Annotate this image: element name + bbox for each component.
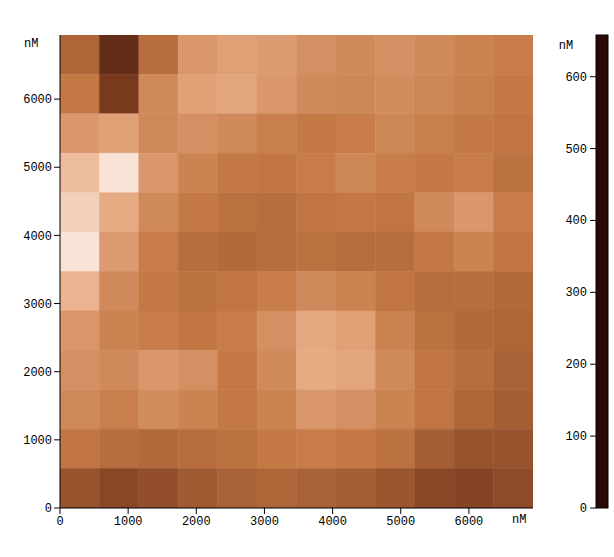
svg-text:0: 0: [45, 502, 52, 516]
svg-text:6000: 6000: [455, 515, 484, 529]
svg-text:2000: 2000: [23, 366, 52, 380]
svg-text:5000: 5000: [386, 515, 415, 529]
svg-text:3000: 3000: [23, 298, 52, 312]
svg-text:nM: nM: [559, 39, 573, 53]
svg-text:1000: 1000: [23, 434, 52, 448]
svg-text:200: 200: [565, 358, 587, 372]
svg-text:4000: 4000: [318, 515, 347, 529]
svg-text:5000: 5000: [23, 161, 52, 175]
svg-text:0: 0: [56, 515, 63, 529]
svg-text:500: 500: [565, 143, 587, 157]
svg-text:600: 600: [565, 71, 587, 85]
svg-text:100: 100: [565, 430, 587, 444]
svg-text:0: 0: [580, 502, 587, 516]
svg-text:3000: 3000: [250, 515, 279, 529]
html-text:nM: nM: [24, 37, 39, 51]
svg-text:4000: 4000: [23, 230, 52, 244]
svg-text:300: 300: [565, 286, 587, 300]
svg-text:1000: 1000: [114, 515, 143, 529]
svg-text:6000: 6000: [23, 93, 52, 107]
svg-text:2000: 2000: [182, 515, 211, 529]
html-text:nM: nM: [512, 513, 527, 527]
svg-text:400: 400: [565, 214, 587, 228]
